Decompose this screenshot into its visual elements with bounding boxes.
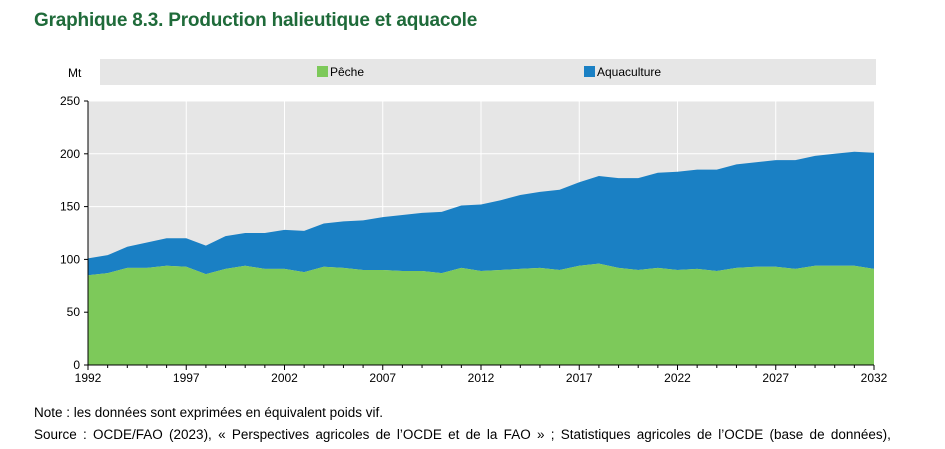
y-tick-label: 100 xyxy=(60,252,80,266)
x-tick-label: 2007 xyxy=(369,371,396,385)
legend: Pêche Aquaculture xyxy=(317,65,661,79)
legend-label-aquaculture: Aquaculture xyxy=(597,65,661,79)
x-tick-label: 1997 xyxy=(173,371,200,385)
area-aquaculture xyxy=(88,151,874,276)
y-axis-unit: Mt xyxy=(68,66,82,80)
x-tick-label: 2032 xyxy=(861,371,888,385)
chart-title: Graphique 8.3. Production halieutique et… xyxy=(34,10,478,31)
chart-source: Source : OCDE/FAO (2023), « Perspectives… xyxy=(34,427,891,442)
y-tick-label: 200 xyxy=(60,147,80,161)
chart-note: Note : les données sont exprimées en équ… xyxy=(34,405,383,420)
y-tick-label: 150 xyxy=(60,200,80,214)
area-peche xyxy=(88,263,874,365)
y-axis: 0 50 100 150 200 250 xyxy=(60,94,89,372)
x-tick-label: 2002 xyxy=(271,371,298,385)
legend-swatch-aquaculture xyxy=(584,66,595,77)
x-tick-label: 1992 xyxy=(75,371,102,385)
x-tick-label: 2022 xyxy=(664,371,691,385)
legend-label-peche: Pêche xyxy=(330,65,364,79)
y-tick-label: 250 xyxy=(60,94,80,108)
legend-band xyxy=(100,59,876,85)
x-tick-label: 2017 xyxy=(566,371,593,385)
legend-swatch-peche xyxy=(317,66,328,77)
x-tick-label: 2012 xyxy=(468,371,495,385)
y-tick-label: 50 xyxy=(67,305,81,319)
area-chart: Mt Pêche Aquaculture 0 50 100 150 200 250 199… xyxy=(60,59,888,385)
x-axis: 1992 1997 2002 2007 2012 2017 2022 2027 2032 xyxy=(75,364,888,385)
y-tick-label: 0 xyxy=(73,358,80,372)
x-tick-label: 2027 xyxy=(762,371,789,385)
